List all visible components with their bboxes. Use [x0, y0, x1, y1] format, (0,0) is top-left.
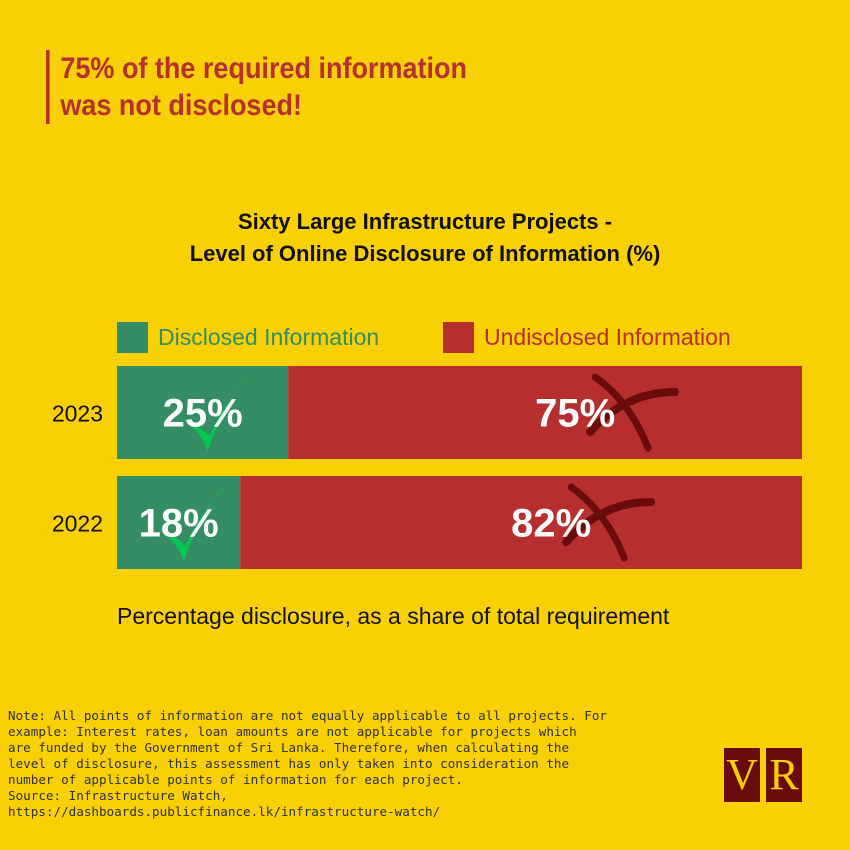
note-line: level of disclosure, this assessment has…: [8, 756, 570, 771]
legend-label: Disclosed Information: [158, 324, 380, 350]
bar-segment: [288, 366, 802, 459]
source-url: https://dashboards.publicfinance.lk/infr…: [8, 804, 441, 819]
bar-chart: 2023 25% 75% 2022 18% 82%: [52, 366, 803, 569]
logo-letter: R: [769, 750, 799, 799]
logo: R: [766, 748, 802, 802]
legend-label: Undisclosed Information: [484, 324, 731, 350]
chart-title-line: Level of Online Disclosure of Informatio…: [189, 241, 661, 266]
chart-title-line: Sixty Large Infrastructure Projects -: [237, 209, 613, 234]
data-label: 75%: [535, 392, 615, 436]
source-line: Source: Infrastructure Watch,: [8, 788, 228, 803]
cross-icon: [562, 498, 656, 546]
check-icon: [160, 484, 227, 561]
note-line: example: Interest rates, loan amounts ar…: [8, 724, 577, 739]
legend-item-undisclosed: Undisclosed Information: [443, 322, 731, 353]
headline: 75% of the required information was not …: [46, 50, 492, 124]
logo: V: [724, 748, 760, 802]
legend-swatch: [117, 322, 148, 353]
headline-line: 75% of the required information: [60, 52, 467, 85]
logo-letter: V: [726, 750, 758, 799]
chart-title: Sixty Large Infrastructure Projects - Le…: [0, 206, 850, 270]
cross-icon: [586, 388, 680, 436]
data-label: 82%: [511, 502, 591, 546]
note-line: are funded by the Government of Sri Lank…: [8, 740, 570, 755]
bar-segment: [240, 476, 803, 569]
check-icon: [184, 374, 251, 451]
category-label: 2022: [52, 511, 103, 537]
bar-segment: [117, 366, 289, 459]
x-axis-label: Percentage disclosure, as a share of tot…: [117, 603, 670, 629]
data-label: 25%: [163, 392, 243, 436]
legend-item-disclosed: Disclosed Information: [117, 322, 379, 353]
headline-line: was not disclosed!: [60, 89, 302, 122]
note-line: number of applicable points of informati…: [8, 772, 463, 787]
legend-swatch: [443, 322, 474, 353]
note-line: Note: All points of information are not …: [8, 708, 607, 723]
data-label: 18%: [139, 502, 219, 546]
note: Note: All points of information are not …: [8, 708, 648, 820]
category-label: 2023: [52, 401, 103, 427]
